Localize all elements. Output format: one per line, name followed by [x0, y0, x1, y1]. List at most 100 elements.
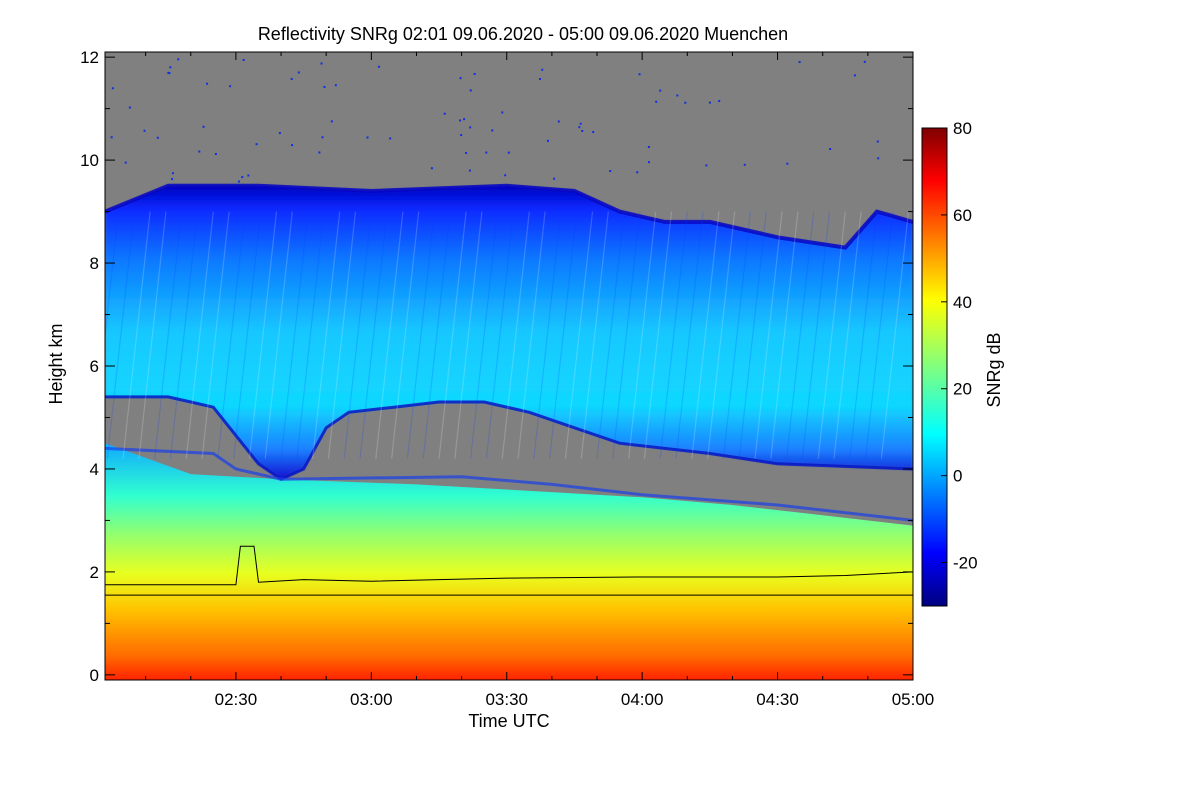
fall-streak [233, 211, 262, 459]
fall-streak [517, 211, 546, 459]
lower-band-top-edge [105, 446, 913, 522]
fall-streak [880, 211, 910, 459]
noise-dot [278, 132, 281, 135]
noise-dot [443, 112, 446, 115]
fall-streak [754, 211, 783, 459]
plot-lines [105, 545, 913, 596]
noise-dot [156, 136, 159, 139]
fall-streak [454, 211, 483, 459]
noise-dot [659, 89, 662, 92]
noise-dot [684, 101, 687, 104]
fall-streak [122, 211, 151, 459]
noise-dot [541, 68, 544, 71]
noise-dot [579, 122, 582, 125]
fall-streak [264, 211, 293, 459]
noise-dot [459, 119, 462, 122]
fall-streak [343, 211, 372, 459]
fall-streak [359, 211, 388, 459]
fall-streak [801, 211, 831, 459]
noise-dot [334, 84, 337, 87]
noise-dot [708, 101, 711, 104]
fall-streak [106, 211, 135, 459]
fall-streak [280, 211, 309, 459]
noise-dot [214, 153, 217, 156]
fall-streak [470, 211, 499, 459]
noise-dot [636, 171, 639, 174]
noise-dot [241, 176, 244, 179]
fall-streak [327, 211, 357, 459]
fall-streak [817, 211, 846, 459]
noise-dot [111, 87, 114, 90]
series-line-1 [105, 545, 913, 586]
noise-dot [430, 167, 433, 170]
noise-dot [463, 118, 466, 121]
y-tick-label: 10 [80, 151, 99, 170]
noise-dot [553, 177, 556, 180]
fall-streak [248, 211, 278, 459]
colorbar-label: SNRg dB [984, 332, 1004, 407]
fall-streak [691, 211, 720, 459]
noise-dot [877, 157, 880, 160]
fall-streak [438, 211, 467, 459]
y-tick-label: 6 [90, 357, 99, 376]
noise-dot [547, 139, 550, 142]
fall-streak [580, 211, 609, 459]
noise-dot [168, 72, 171, 75]
noise-dot [255, 143, 258, 146]
noise-dot [743, 163, 746, 166]
noise-dot [473, 72, 476, 75]
fall-streak [738, 211, 767, 459]
noise-dot [592, 131, 595, 134]
x-tick-label: 04:30 [756, 690, 799, 709]
noise-dot [128, 106, 131, 109]
noise-dots [110, 58, 880, 183]
fall-streak [675, 211, 704, 459]
fall-streak [201, 211, 230, 459]
noise-dot [863, 60, 866, 63]
noise-dot [507, 151, 510, 154]
y-tick-label: 12 [80, 48, 99, 67]
fall-streak [217, 211, 246, 459]
noise-dot [578, 126, 581, 129]
noise-dot [167, 71, 170, 74]
y-tick-label: 0 [90, 666, 99, 685]
noise-dot [110, 136, 113, 139]
plot-area [105, 52, 913, 680]
x-tick-label: 03:30 [485, 690, 528, 709]
fall-streak [391, 211, 420, 459]
noise-dot [469, 89, 472, 92]
noise-dot [320, 62, 323, 65]
noise-dot [171, 178, 174, 181]
noise-dot [323, 85, 326, 88]
fall-streak [105, 211, 120, 341]
noise-dot [705, 164, 708, 167]
noise-dot [485, 151, 488, 154]
lower-echo-layer [105, 443, 913, 680]
noise-dot [198, 150, 201, 153]
colorbar-tick-label: 0 [953, 467, 962, 486]
chart-title: Reflectivity SNRg 02:01 09.06.2020 - 05:… [258, 24, 788, 44]
fall-streak [722, 211, 752, 459]
noise-dot [177, 58, 180, 61]
fall-streak [612, 211, 641, 459]
colorbar: -20 0 20 40 60 80 SNRg dB [921, 119, 1004, 607]
fall-streak [786, 211, 815, 459]
upper-cloud-layer [105, 185, 913, 480]
fall-streak [849, 211, 878, 459]
fall-streak [833, 211, 862, 459]
fall-streak [770, 211, 799, 459]
fall-streak [628, 211, 657, 459]
colorbar-tick-label: 40 [953, 293, 972, 312]
colorbar-tick-label: -20 [953, 554, 978, 573]
noise-dot [853, 74, 856, 77]
cloud-top-edge [105, 183, 913, 250]
noise-dot [465, 151, 468, 154]
noise-dot [366, 136, 369, 139]
noise-dot [786, 162, 789, 165]
fall-streak [549, 211, 578, 459]
noise-dot [171, 172, 174, 175]
noise-dot [389, 137, 392, 140]
noise-dot [501, 111, 504, 114]
